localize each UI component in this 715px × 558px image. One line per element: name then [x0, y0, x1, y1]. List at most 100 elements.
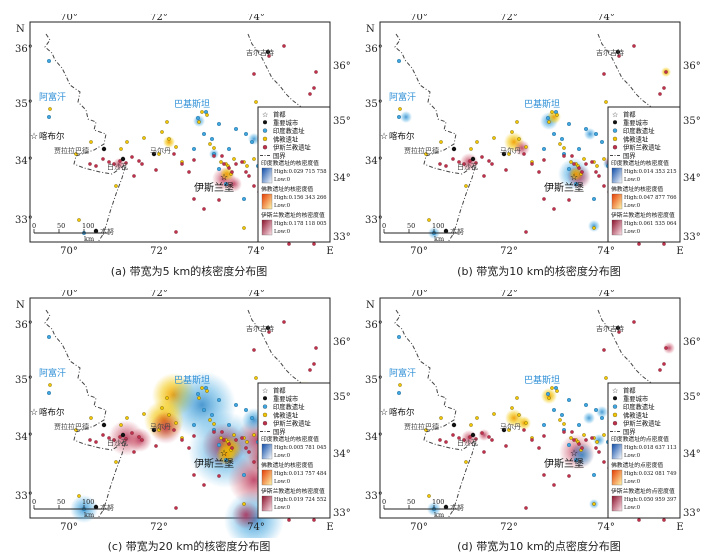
islamic-site-marker — [482, 174, 486, 178]
left-lat-label: 35° — [15, 99, 33, 110]
buddhist-site-marker — [119, 147, 123, 151]
country-label-pakistan: 巴基斯坦 — [524, 374, 560, 386]
city-dot-icon — [93, 228, 99, 234]
city-label-peshawar: 白沙瓦 — [457, 438, 478, 447]
buddhist-site-marker — [212, 422, 216, 426]
buddhist-site-marker — [427, 494, 431, 498]
islamic-site-marker — [112, 438, 116, 442]
buddhist-site-marker — [547, 396, 551, 400]
islamic-site-marker — [217, 198, 221, 202]
buddhist-site-marker — [439, 416, 443, 420]
scale-bar-label: 50 — [57, 498, 65, 506]
islamic-site-marker — [597, 450, 601, 454]
hindu-site-marker — [397, 390, 402, 395]
legend-density-title: 佛教遗址的核密度值 — [261, 461, 313, 469]
left-lat-label: 35° — [15, 375, 33, 386]
legend-capital-icon: ☆ — [262, 111, 268, 119]
islamic-site-marker — [504, 444, 508, 448]
islamic-site-marker — [154, 444, 158, 448]
buddhist-site-marker — [424, 428, 428, 432]
islamic-site-marker — [584, 162, 588, 166]
buddhist-site-marker — [119, 423, 123, 427]
islamic-site-marker — [542, 473, 546, 477]
left-lat-label: 36° — [365, 320, 383, 331]
legend-city-icon — [263, 396, 267, 401]
map-a: ☆喀布尔☆伊斯兰堡白沙瓦马尔丹贾拉拉巴德吉尔吉特本努阿富汗巴基斯坦印度05010… — [15, 14, 351, 257]
bottom-lon-label: 70° — [410, 522, 428, 533]
buddhist-site-marker — [245, 164, 249, 168]
city-label-kabul: 喀布尔 — [389, 407, 415, 418]
right-lat-label: 33° — [333, 508, 351, 519]
buddhist-site-marker — [125, 140, 129, 144]
bottom-lon-label: 74° — [597, 246, 615, 257]
legend-ramp-i — [611, 495, 623, 512]
islamic-site-marker — [567, 474, 571, 478]
buddhist-site-marker — [219, 436, 223, 440]
hindu-site-marker — [397, 335, 402, 340]
islamic-site-marker — [88, 162, 92, 166]
city-label-bannu: 本努 — [450, 227, 464, 236]
city-dot-icon — [120, 432, 126, 438]
buddhist-site-marker — [464, 184, 468, 188]
city-label-bannu: 本努 — [100, 503, 114, 512]
hindu-site-marker — [566, 442, 571, 447]
buddhist-site-marker — [219, 160, 223, 164]
legend-ramp-i — [261, 219, 273, 236]
legend-label-islamic: 伊斯兰教遗址 — [623, 419, 661, 428]
right-lat-label: 34° — [333, 173, 351, 184]
islamic-site-marker — [267, 54, 271, 58]
right-lat-label: 36° — [683, 337, 701, 348]
caption-d: (d) 带宽为10 km的点密度分布图 — [457, 540, 621, 553]
top-lon-label: 70° — [410, 14, 428, 23]
legend-low-value: Low:0 — [274, 505, 290, 511]
panel-b: ☆喀布尔☆伊斯兰堡白沙瓦马尔丹贾拉拉巴德吉尔吉特本努阿富汗巴基斯坦印度05010… — [364, 14, 714, 262]
islamic-site-marker — [594, 446, 598, 450]
buddhist-site-marker — [205, 113, 209, 117]
islamic-site-marker — [444, 164, 448, 168]
map-b: ☆喀布尔☆伊斯兰堡白沙瓦马尔丹贾拉拉巴德吉尔吉特本努阿富汗巴基斯坦印度05010… — [365, 14, 701, 257]
islamic-site-marker — [438, 438, 442, 442]
hindu-site-marker — [226, 146, 231, 151]
islamic-site-marker — [314, 70, 318, 74]
islamic-site-marker — [212, 430, 216, 434]
islamic-site-marker — [590, 160, 594, 164]
legend-high-value: High:0.014 353 215 — [624, 169, 677, 175]
islamic-site-marker — [101, 157, 105, 161]
buddhist-site-marker — [160, 406, 164, 410]
islamic-site-marker — [522, 152, 526, 156]
legend-islamic-icon — [612, 421, 618, 426]
islamic-site-marker — [542, 197, 546, 201]
country-label-pakistan: 巴基斯坦 — [174, 98, 210, 110]
buddhist-site-marker — [547, 120, 551, 124]
buddhist-site-marker — [157, 428, 161, 432]
bottom-lon-label: 72° — [500, 246, 518, 257]
buddhist-site-marker — [208, 142, 212, 146]
bottom-lon-label: 70° — [60, 246, 78, 257]
hindu-site-marker — [233, 126, 238, 131]
buddhist-site-marker — [492, 136, 496, 140]
right-lat-label: 33° — [683, 508, 701, 519]
islamic-site-marker — [202, 207, 206, 211]
islamic-site-marker — [140, 162, 144, 166]
islamic-site-marker — [282, 44, 286, 48]
islamic-site-marker — [187, 446, 191, 450]
islamic-site-marker — [662, 242, 666, 246]
buddhist-site-marker — [550, 110, 554, 114]
hindu-site-marker — [541, 422, 546, 427]
city-label-islamabad: 伊斯兰堡 — [544, 457, 584, 470]
buddhist-site-marker — [200, 386, 204, 390]
islamic-site-marker — [252, 460, 256, 464]
east-label: E — [676, 246, 683, 257]
city-dot-icon — [501, 151, 507, 157]
scale-bar-label: 50 — [407, 222, 415, 230]
hindu-site-marker — [566, 166, 571, 171]
density-blob-i — [663, 342, 675, 354]
islamic-site-marker — [234, 438, 238, 442]
islamic-site-marker — [240, 160, 244, 164]
hindu-site-marker — [47, 59, 52, 64]
islamic-site-marker — [570, 430, 574, 434]
buddhist-site-marker — [492, 412, 496, 416]
islamic-site-marker — [314, 346, 318, 350]
hindu-site-marker — [243, 407, 248, 412]
